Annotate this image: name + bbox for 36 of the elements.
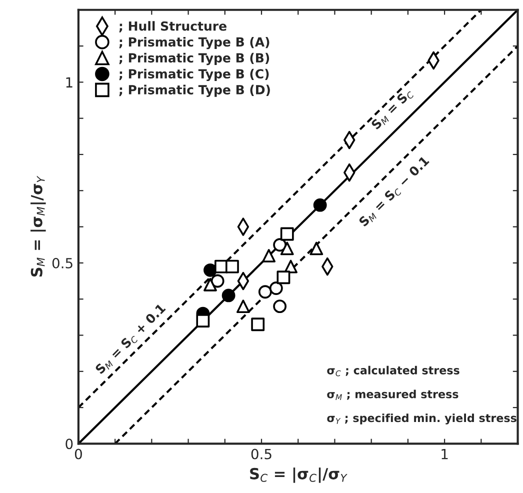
y-axis-title: S$_{M}$ = |σ$_{M}$|/σ$_{Y}$ (30, 176, 46, 277)
point (276, 270, 290, 284)
point (310, 242, 324, 256)
annotation: S$_{M}$ = S$_{C}$ (370, 87, 414, 132)
legend-label: ; Hull Structure (119, 21, 226, 32)
point (262, 248, 276, 262)
point (280, 227, 294, 241)
y-tick-label: 0 (66, 438, 73, 450)
y-tick-label: 1 (66, 77, 72, 88)
x-tick-label: 0 (74, 448, 82, 460)
annotation: σ$_{C}$ ; calculated stress (327, 366, 460, 376)
point (313, 198, 327, 212)
annotation: σ$_{Y}$ ; specified min. yield stress (327, 414, 516, 424)
point (251, 318, 265, 332)
point (236, 300, 250, 314)
point (225, 260, 239, 274)
annotation: S$_{M}$ = S$_{C}$ + 0.1 (94, 303, 168, 376)
point (280, 242, 294, 256)
x-tick-label: 0.5 (251, 448, 272, 460)
x-axis-title: S$_{C}$ = |σ$_{C}$|/σ$_{Y}$ (250, 468, 348, 483)
x-tick-label: 1 (442, 448, 448, 460)
point (204, 278, 217, 292)
legend-label: ; Prismatic Type B (A) (119, 36, 270, 50)
legend-label: ; Prismatic Type B (B) (119, 52, 270, 66)
point (269, 282, 283, 295)
point (210, 274, 224, 288)
point (222, 288, 236, 302)
legend-label: ; Prismatic Type B (C) (119, 68, 269, 82)
annotation: S$_{M}$ = S$_{C}$ − 0.1 (358, 156, 431, 228)
point (196, 314, 210, 328)
point (204, 263, 217, 277)
point (258, 285, 272, 299)
annotation: σ$_{M}$ ; measured stress (327, 390, 458, 400)
y-tick-label: 0.5 (52, 258, 72, 268)
legend-label: ; Prismatic Type B (D) (119, 84, 270, 97)
point (273, 300, 287, 314)
